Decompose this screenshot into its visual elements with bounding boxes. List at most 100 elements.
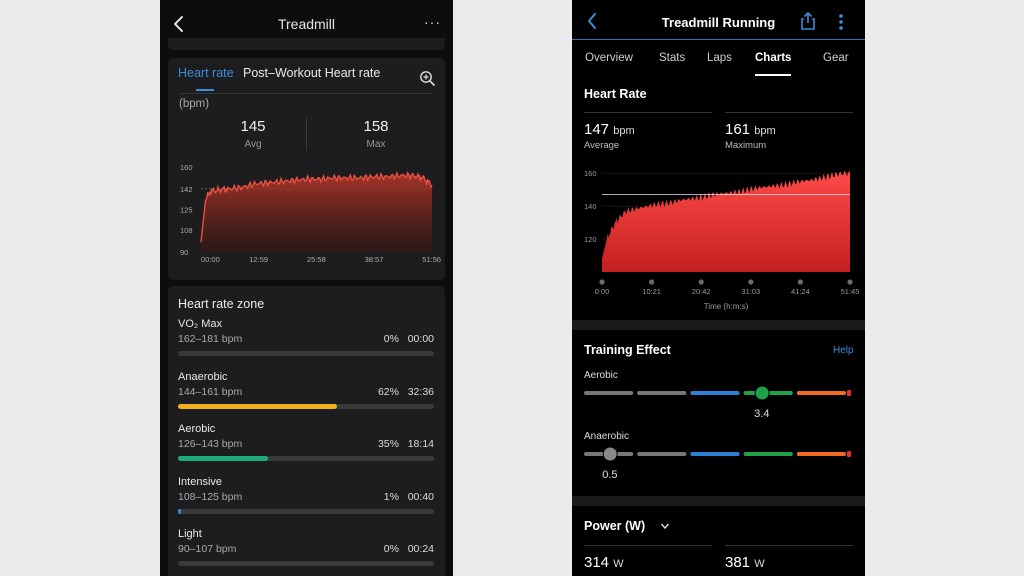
zone-progress-track — [178, 403, 434, 409]
aerobic-label: Aerobic — [584, 370, 618, 381]
x-axis-dot — [797, 279, 803, 285]
x-axis-dot — [649, 279, 655, 285]
zone-percent-time: 62% 32:36 — [378, 386, 434, 398]
zoom-in-icon[interactable] — [419, 70, 435, 86]
right-phone-screen: Treadmill Running Overview Stats Laps Ch… — [572, 0, 865, 576]
x-tick-label: 0:00 — [595, 287, 610, 296]
zone-name: Anaerobic — [178, 370, 228, 383]
heart-rate-line — [200, 170, 433, 243]
zone-name: Aerobic — [178, 423, 216, 435]
heart-rate-zone-row: VO₂ Max 162–181 bpm 0% 00:00 — [178, 318, 434, 368]
zone-time: 00:40 — [407, 490, 434, 503]
more-options-icon[interactable] — [838, 13, 844, 31]
zone-progress-fill — [178, 508, 181, 514]
active-tab-indicator — [755, 74, 791, 76]
chevron-down-icon[interactable] — [660, 522, 670, 530]
zone-range: 144–161 bpm — [178, 385, 243, 398]
heart-rate-zone-row: Anaerobic 144–161 bpm 62% 32:36 — [178, 371, 434, 421]
x-tick-label: 31:03 — [741, 287, 760, 296]
effect-scale-segment — [584, 391, 634, 395]
zone-percent: 35% — [377, 438, 399, 450]
heart-rate-area — [602, 169, 850, 272]
stat-divider-line — [725, 545, 853, 546]
heart-rate-chart: 160 140 120 0:00 10:21 20:42 31:03 41:24 51:45 Ti… — [584, 169, 859, 311]
tab-gear[interactable]: Gear — [823, 52, 849, 64]
x-axis-dot — [748, 279, 754, 285]
avg-power-unit: W — [613, 558, 624, 570]
page-title: Treadmill — [277, 16, 336, 32]
heart-rate-section-title: Heart Rate — [584, 87, 647, 101]
power-section-title[interactable]: Power (W) — [584, 519, 646, 533]
zone-name: VO₂ Max — [178, 318, 222, 330]
heart-rate-zone-row: Intensive 108–125 bpm 1% 00:40 — [178, 476, 434, 526]
heart-rate-area — [201, 172, 432, 252]
zone-percent: 1% — [383, 490, 399, 503]
y-tick-label: 142 — [180, 185, 193, 194]
tab-overview[interactable]: Overview — [585, 52, 633, 64]
x-tick-label: 51:56 — [422, 255, 441, 264]
zone-name: Intensive — [178, 475, 223, 488]
stat-divider-line — [725, 112, 853, 113]
x-tick-label: 12:59 — [249, 255, 268, 264]
max-power: 381 W — [725, 554, 765, 571]
zone-range: 108–125 bpm — [178, 490, 243, 503]
anaerobic-effect-scale — [584, 446, 851, 462]
aerobic-effect-scale — [584, 385, 851, 401]
stat-divider-line — [584, 545, 712, 546]
x-axis-title: Time (h:m:s) — [704, 302, 749, 311]
section-divider — [572, 320, 865, 330]
max-heart-rate-unit: bpm — [754, 125, 776, 137]
avg-power-value: 314 — [584, 554, 610, 571]
effect-marker — [755, 386, 769, 400]
activity-title: Treadmill Running — [661, 15, 776, 30]
x-tick-label: 20:42 — [692, 287, 711, 296]
zone-progress-track — [178, 561, 434, 566]
avg-heart-rate: 147 bpm — [584, 121, 635, 138]
right-header: Treadmill Running — [572, 0, 865, 40]
tab-laps[interactable]: Laps — [707, 52, 732, 64]
more-options-icon[interactable]: ··· — [424, 14, 441, 30]
zone-time: 18:14 — [407, 438, 434, 450]
avg-heart-rate-value: 147 — [584, 121, 610, 138]
heart-rate-zone-row: Aerobic 126–143 bpm 35% 18:14 — [178, 423, 434, 473]
x-tick-label: 38:57 — [365, 255, 384, 264]
max-heart-rate-label: Max — [366, 139, 386, 150]
max-power-unit: W — [754, 558, 765, 570]
max-heart-rate-label: Maximum — [725, 140, 767, 151]
zone-percent-time: 0% 00:24 — [384, 543, 434, 555]
max-power-value: 381 — [725, 554, 751, 571]
zone-percent: 0% — [383, 333, 399, 345]
left-header: Treadmill ··· — [160, 0, 453, 48]
zone-name: Light — [178, 528, 202, 540]
back-chevron-icon[interactable] — [586, 12, 598, 30]
effect-scale-segment — [637, 391, 687, 395]
active-tab-indicator — [196, 89, 214, 91]
zone-time: 32:36 — [407, 385, 434, 398]
tab-charts[interactable]: Charts — [755, 52, 792, 64]
zone-percent: 0% — [383, 543, 399, 555]
zone-progress-fill — [178, 403, 337, 409]
help-link[interactable]: Help — [833, 345, 854, 356]
back-arrow-icon[interactable] — [170, 14, 188, 34]
effect-scale-segment — [690, 391, 740, 395]
stat-divider-line — [584, 112, 712, 113]
x-axis-dot — [698, 279, 704, 285]
effect-scale-segment — [637, 452, 687, 456]
max-heart-rate-value: 158 — [363, 118, 389, 135]
share-icon[interactable] — [800, 12, 816, 30]
training-effect-title: Training Effect — [584, 343, 671, 357]
aerobic-effect-value: 3.4 — [754, 408, 770, 420]
y-tick-label: 90 — [180, 248, 188, 257]
avg-heart-rate-label: Average — [584, 140, 620, 151]
zone-time: 00:00 — [407, 333, 434, 345]
avg-power: 314 W — [584, 554, 624, 571]
unit-label: (bpm) — [179, 98, 210, 110]
effect-scale-segment — [690, 452, 740, 456]
y-tick-label: 160 — [584, 169, 597, 178]
tab-heart-rate[interactable]: Heart rate — [178, 66, 234, 80]
avg-heart-rate-unit: bpm — [613, 125, 635, 137]
tab-stats[interactable]: Stats — [659, 52, 686, 64]
tab-post-workout-heart-rate[interactable]: Post–Workout Heart rate — [243, 66, 381, 80]
left-phone-screen: Treadmill ··· Heart rate Post–Workout He… — [160, 0, 453, 576]
x-axis-dot — [847, 279, 853, 285]
